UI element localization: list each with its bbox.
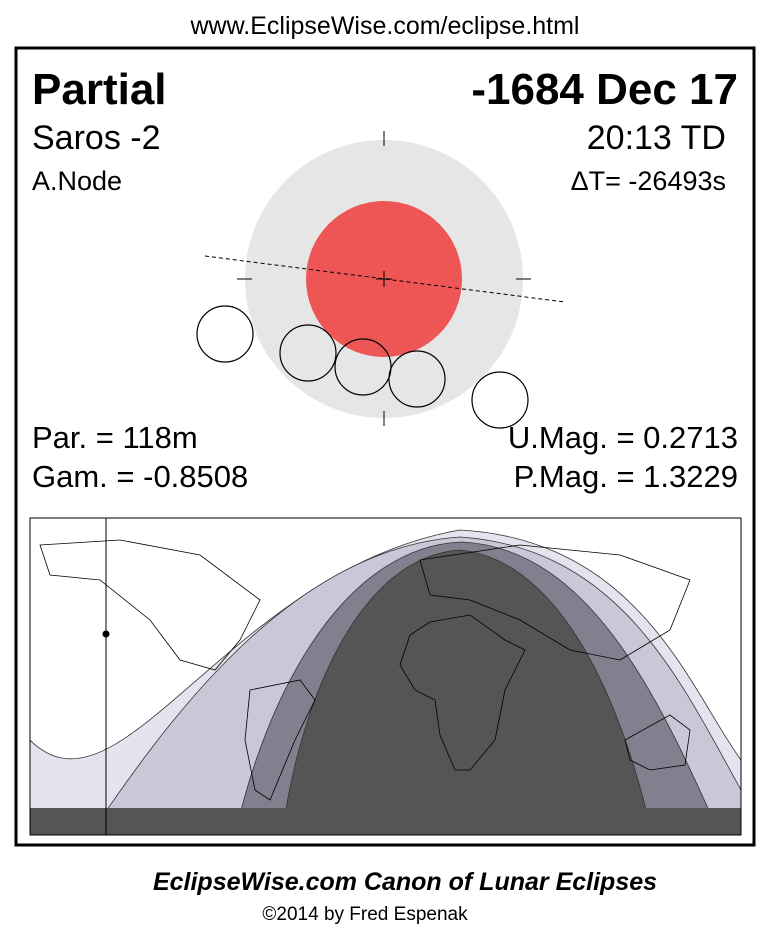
map-border xyxy=(29,517,742,836)
antarctic-band xyxy=(30,808,741,835)
continent-outline xyxy=(624,714,691,771)
eclipse-type: Partial xyxy=(32,65,167,114)
footer-credit: ©2014 by Fred Espenak xyxy=(262,904,468,925)
saros: Saros -2 xyxy=(32,119,161,157)
continent-outline xyxy=(399,614,526,771)
umbral-magnitude: U.Mag. = 0.2713 xyxy=(508,420,738,455)
delta-t: ΔT= -26493s xyxy=(571,166,726,196)
moon-positions xyxy=(196,305,529,429)
shadow-diagram xyxy=(196,131,566,429)
url: www.EclipseWise.com/eclipse.html xyxy=(190,12,580,40)
footer-title: EclipseWise.com Canon of Lunar Eclipses xyxy=(153,868,657,896)
visibility-map xyxy=(29,517,742,836)
gamma: Gam. = -0.8508 xyxy=(32,459,248,494)
continent-outline xyxy=(39,539,261,671)
greatest-eclipse-point xyxy=(102,630,110,638)
ecliptic xyxy=(204,255,566,303)
node: A.Node xyxy=(32,166,122,196)
penumbral-magnitude: P.Mag. = 1.3229 xyxy=(514,459,738,494)
duration: Par. = 118m xyxy=(32,420,198,455)
umbral-zone xyxy=(281,549,653,835)
time: 20:13 TD xyxy=(587,119,726,157)
eclipse-date: -1684 Dec 17 xyxy=(471,65,738,114)
crosshair xyxy=(237,131,531,426)
continent-outline xyxy=(244,679,316,801)
continent-outline xyxy=(419,544,691,661)
